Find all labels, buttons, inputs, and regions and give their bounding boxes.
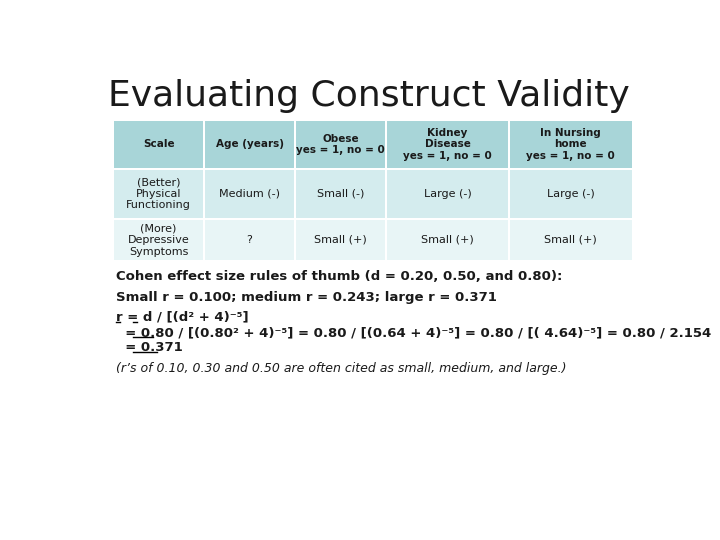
Text: (More)
Depressive
Symptoms: (More) Depressive Symptoms xyxy=(128,224,189,256)
Text: Scale: Scale xyxy=(143,139,174,150)
Bar xyxy=(114,121,203,168)
Text: Small (-): Small (-) xyxy=(317,189,364,199)
Bar xyxy=(205,170,294,218)
Text: Small (+): Small (+) xyxy=(314,235,366,245)
Text: r = d / [(d² + 4)⁻⁵]: r = d / [(d² + 4)⁻⁵] xyxy=(116,311,248,324)
Bar xyxy=(296,220,385,260)
Text: Cohen effect size rules of thumb (d = 0.20, 0.50, and 0.80):: Cohen effect size rules of thumb (d = 0.… xyxy=(116,270,562,283)
Text: Small (+): Small (+) xyxy=(544,235,597,245)
Bar xyxy=(387,220,508,260)
Bar xyxy=(387,121,508,168)
Bar xyxy=(510,121,631,168)
Text: Large (-): Large (-) xyxy=(423,189,472,199)
Text: = 0.371: = 0.371 xyxy=(116,341,182,354)
Text: Medium (-): Medium (-) xyxy=(219,189,280,199)
Text: Kidney
Disease
yes = 1, no = 0: Kidney Disease yes = 1, no = 0 xyxy=(403,128,492,161)
Text: = 0.80 / [(0.80² + 4)⁻⁵] = 0.80 / [(0.64 + 4)⁻⁵] = 0.80 / [( 4.64)⁻⁵] = 0.80 / 2: = 0.80 / [(0.80² + 4)⁻⁵] = 0.80 / [(0.64… xyxy=(116,326,711,339)
Text: Evaluating Construct Validity: Evaluating Construct Validity xyxy=(108,79,630,113)
Text: In Nursing
home
yes = 1, no = 0: In Nursing home yes = 1, no = 0 xyxy=(526,128,615,161)
Bar xyxy=(296,170,385,218)
Bar xyxy=(387,170,508,218)
Text: Obese
yes = 1, no = 0: Obese yes = 1, no = 0 xyxy=(296,134,384,156)
Text: (Better)
Physical
Functioning: (Better) Physical Functioning xyxy=(126,177,191,211)
Bar xyxy=(205,220,294,260)
Bar xyxy=(205,121,294,168)
Text: (r’s of 0.10, 0.30 and 0.50 are often cited as small, medium, and large.): (r’s of 0.10, 0.30 and 0.50 are often ci… xyxy=(116,362,566,375)
Bar xyxy=(510,170,631,218)
Text: Large (-): Large (-) xyxy=(547,189,595,199)
Text: ?: ? xyxy=(247,235,253,245)
Bar xyxy=(114,170,203,218)
Text: Small (+): Small (+) xyxy=(421,235,474,245)
Bar xyxy=(510,220,631,260)
Text: Age (years): Age (years) xyxy=(215,139,284,150)
Bar xyxy=(114,220,203,260)
Bar xyxy=(296,121,385,168)
Text: Small r = 0.100; medium r = 0.243; large r = 0.371: Small r = 0.100; medium r = 0.243; large… xyxy=(116,291,497,304)
